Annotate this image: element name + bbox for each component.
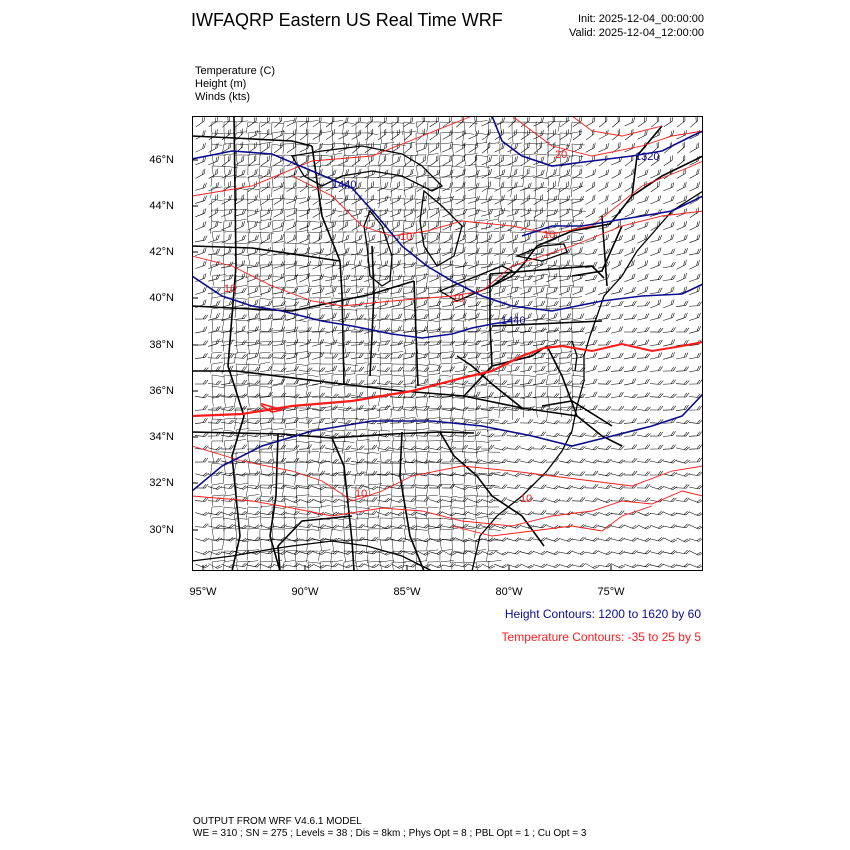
map-background [192, 116, 703, 571]
lon-label: 95°W [189, 586, 217, 598]
field-temperature: Temperature (C) [195, 65, 276, 77]
temperature-label: 10 [224, 283, 236, 295]
county-borders [209, 119, 586, 571]
temperature-label: 10 [520, 493, 532, 505]
valid-time: Valid: 2025-12-04_12:00:00 [569, 27, 704, 39]
map-title: IWFAQRP Eastern US Real Time WRF [191, 10, 503, 30]
height-labels: 1440 1320 1440 [332, 151, 659, 327]
height-contours [192, 116, 703, 492]
temperature-label: 20 [555, 149, 567, 161]
map-frame [192, 116, 703, 571]
latitude-axis: 46°N 44°N 42°N 40°N 38°N 36°N 34°N 32°N … [120, 0, 174, 850]
height-label: 1320 [635, 151, 659, 163]
lat-label: 44°N [149, 200, 174, 212]
lat-label: 30°N [149, 524, 174, 536]
coastlines [192, 145, 703, 571]
temperature-label: 10 [400, 231, 412, 243]
lat-label: 46°N [149, 154, 174, 166]
lat-label: 34°N [149, 431, 174, 443]
lon-label: 75°W [597, 586, 625, 598]
temperature-labels: 20 10 10 10 10 10 10 [224, 149, 567, 505]
config-footer: WE = 310 ; SN = 275 ; Levels = 38 ; Dis … [193, 828, 587, 839]
model-footer: OUTPUT FROM WRF V4.6.1 MODEL [193, 816, 362, 827]
lon-label: 80°W [495, 586, 523, 598]
weather-map: 1440 1320 1440 20 10 10 10 10 10 10 [192, 116, 703, 571]
temperature-contour-legend: Temperature Contours: -35 to 25 by 5 [501, 630, 701, 644]
state-borders [192, 116, 703, 571]
height-label: 1440 [332, 179, 356, 191]
temperature-contours [192, 116, 703, 537]
lat-label: 42°N [149, 246, 174, 258]
lat-label: 32°N [149, 477, 174, 489]
lat-label: 38°N [149, 339, 174, 351]
field-winds: Winds (kts) [195, 91, 250, 103]
field-height: Height (m) [195, 78, 247, 90]
height-label: 1440 [501, 315, 525, 327]
init-time: Init: 2025-12-04_00:00:00 [578, 13, 704, 25]
lon-label: 85°W [393, 586, 421, 598]
axis-ticks [192, 159, 612, 571]
lat-label: 36°N [149, 385, 174, 397]
temperature-label: 10 [543, 229, 555, 241]
temperature-label: 10 [355, 488, 367, 500]
longitude-axis: 95°W 90°W 85°W 80°W 75°W [0, 586, 850, 602]
lat-label: 40°N [149, 292, 174, 304]
height-contour-legend: Height Contours: 1200 to 1620 by 60 [504, 607, 701, 621]
temperature-label: 10 [452, 293, 464, 305]
lon-label: 90°W [291, 586, 319, 598]
